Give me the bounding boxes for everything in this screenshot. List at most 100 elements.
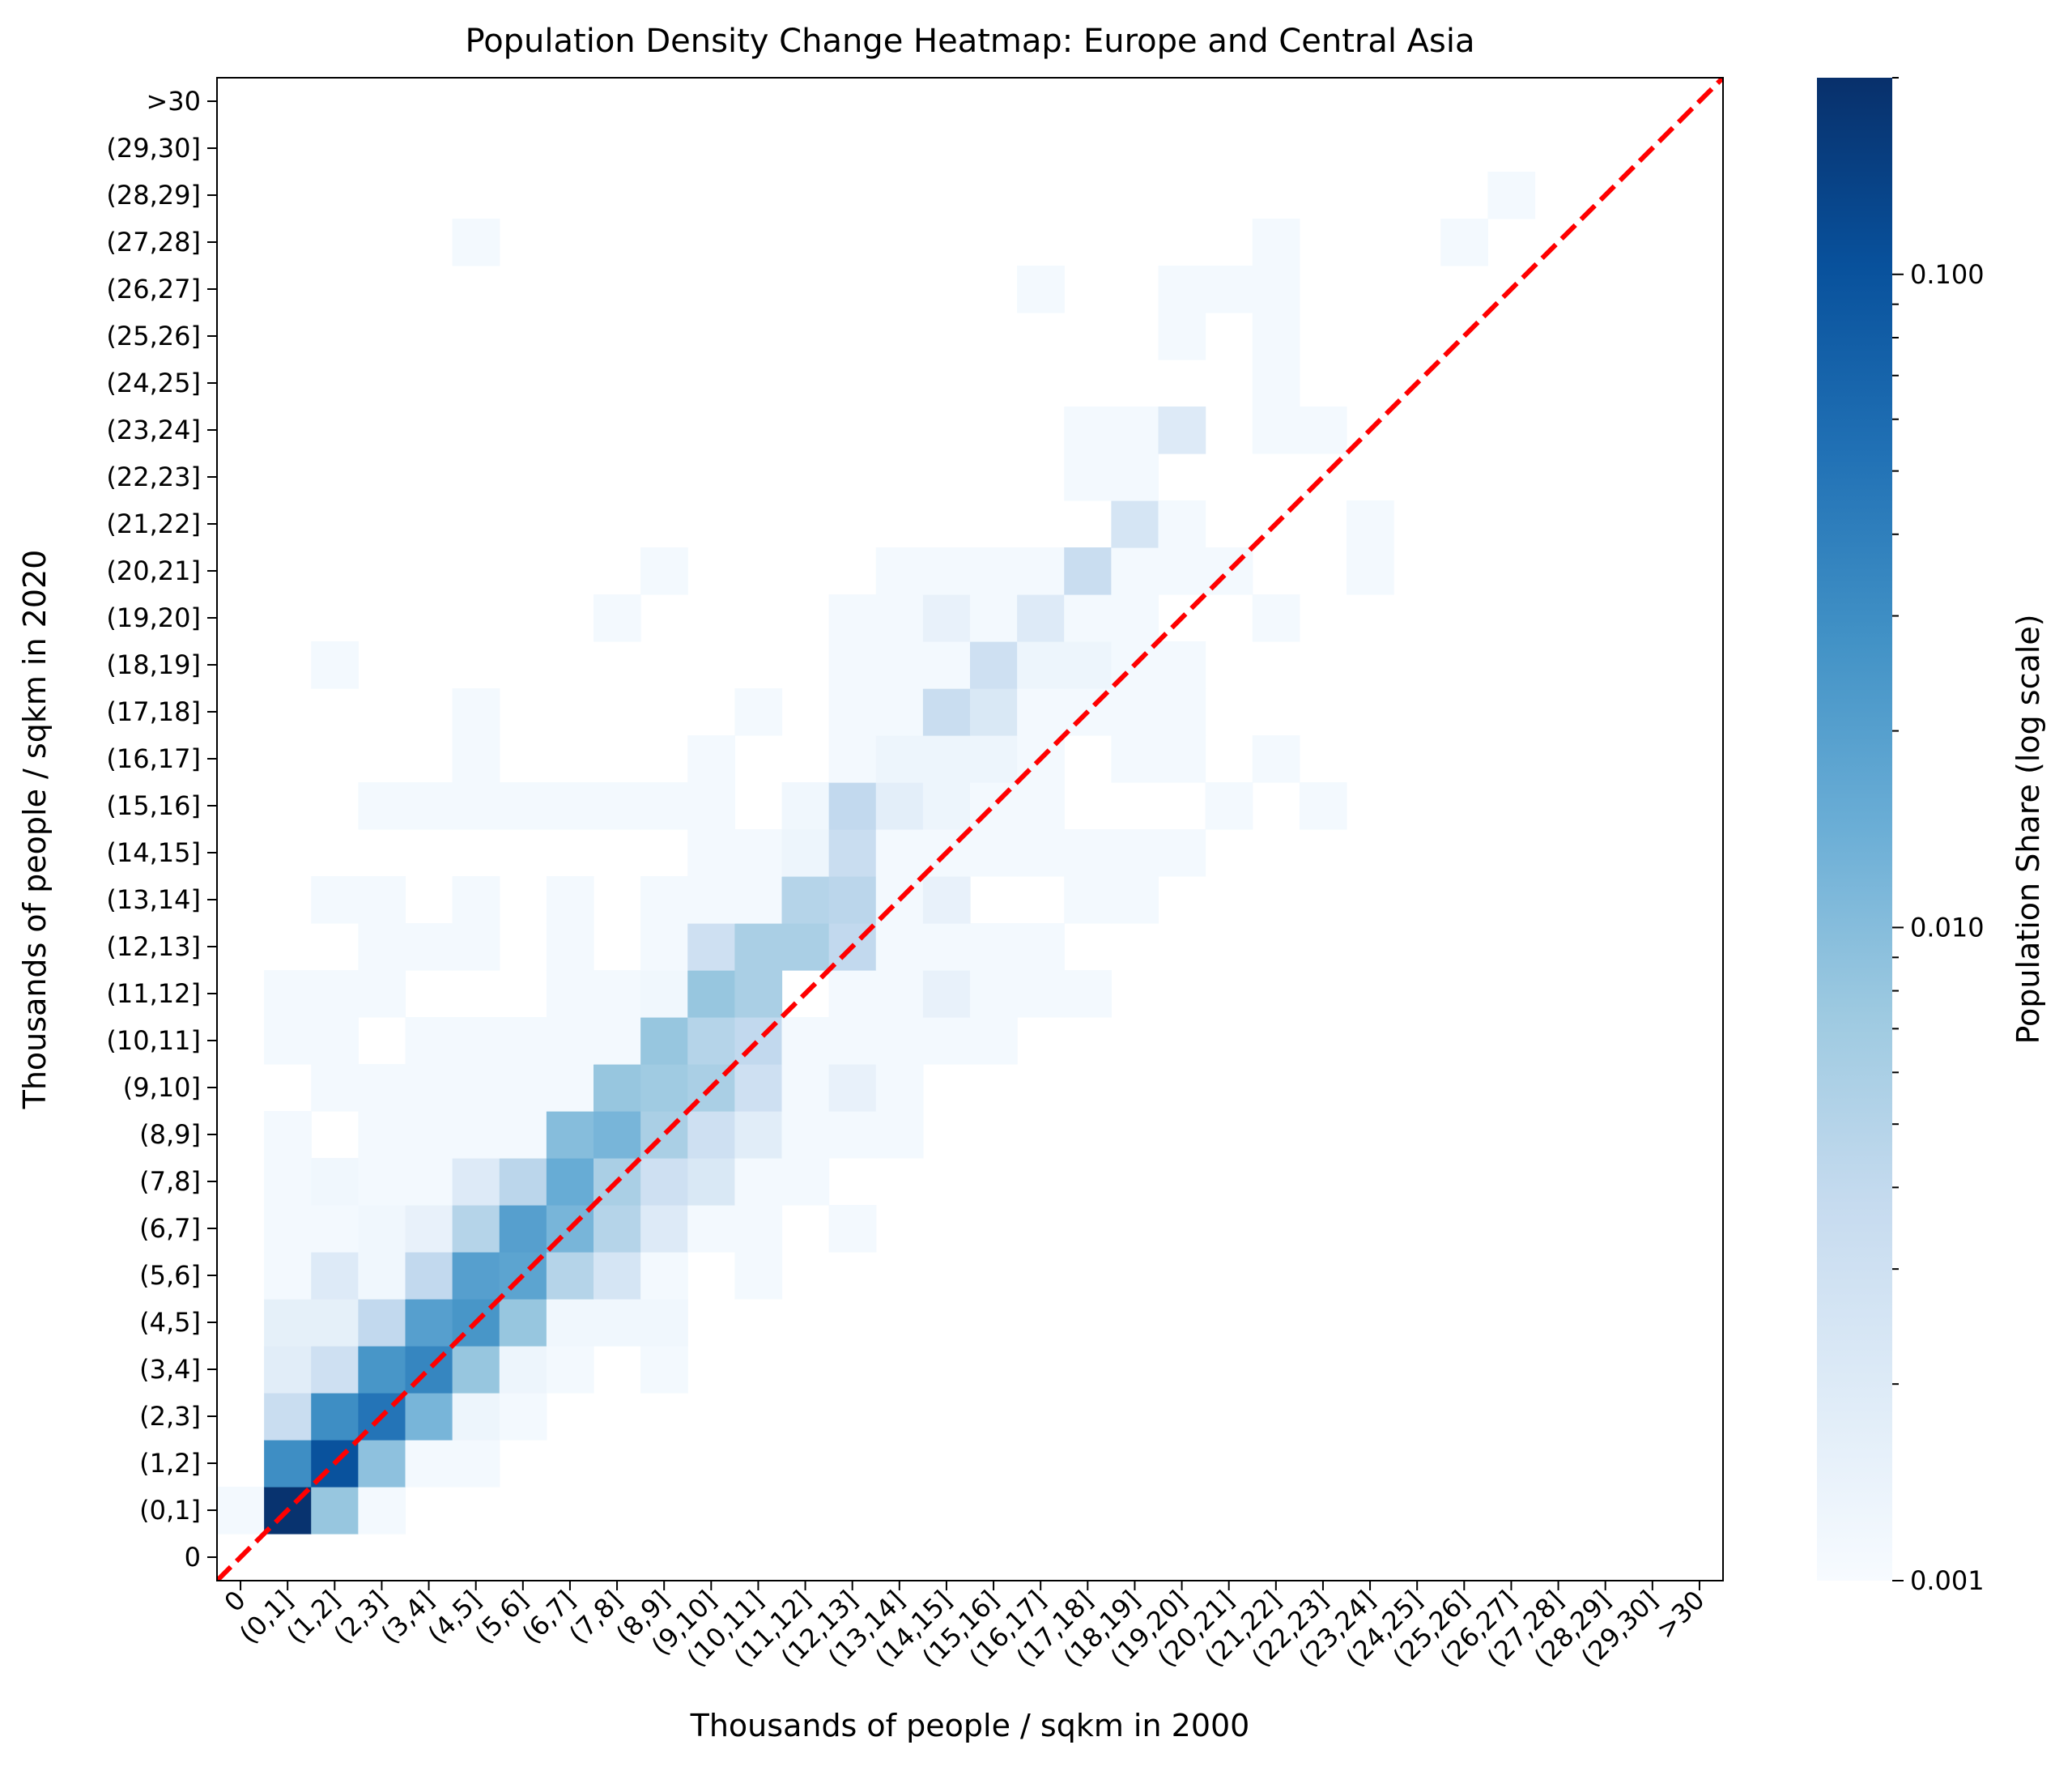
- heatmap-cell: [452, 1346, 500, 1394]
- heatmap-cell: [781, 1064, 830, 1112]
- y-tick-label: (18,19]: [106, 649, 201, 680]
- heatmap-cell: [358, 1158, 406, 1206]
- heatmap-cell: [922, 782, 971, 830]
- heatmap-cell: [594, 1205, 641, 1253]
- heatmap-cell: [1111, 876, 1159, 924]
- heatmap-cell: [1064, 876, 1112, 924]
- y-tick-label: (2,3]: [139, 1401, 201, 1432]
- heatmap-cell: [687, 1111, 735, 1159]
- heatmap-cell: [1064, 641, 1112, 689]
- heatmap-cell: [1017, 829, 1065, 877]
- heatmap-cell: [640, 876, 688, 924]
- heatmap-cell: [405, 1252, 453, 1300]
- heatmap-cell: [217, 1487, 265, 1535]
- heatmap-cell: [499, 782, 547, 830]
- heatmap-cell: [499, 1299, 547, 1347]
- y-tick-label: (19,20]: [106, 602, 201, 633]
- heatmap-cell: [546, 1252, 594, 1300]
- y-tick-label: (20,21]: [106, 555, 201, 586]
- y-tick-label: (14,15]: [106, 837, 201, 868]
- heatmap-cell: [311, 1393, 359, 1441]
- heatmap-cell: [405, 1440, 453, 1488]
- colorbar: [1817, 78, 1892, 1581]
- heatmap-cell: [687, 970, 735, 1018]
- heatmap-cell: [640, 923, 688, 971]
- heatmap-cell: [922, 970, 971, 1018]
- heatmap-cell: [734, 688, 783, 736]
- plot-frame: [216, 77, 1724, 1581]
- y-tick-label: (5,6]: [139, 1260, 201, 1291]
- heatmap-cell: [875, 782, 924, 830]
- heatmap-cell: [311, 1064, 359, 1112]
- heatmap-cell: [781, 829, 830, 877]
- y-tick-label: (9,10]: [123, 1072, 201, 1103]
- y-tick-label: (28,29]: [106, 180, 201, 211]
- heatmap-cell: [734, 1205, 783, 1253]
- heatmap-cell: [452, 1393, 500, 1441]
- heatmap-cell: [358, 876, 406, 924]
- heatmap-cell: [264, 1299, 312, 1347]
- heatmap-cell: [828, 1111, 877, 1159]
- y-tick-label: (4,5]: [139, 1307, 201, 1338]
- heatmap-cell: [1347, 547, 1394, 595]
- colorbar-tick-label: 0.001: [1910, 1565, 1985, 1596]
- heatmap-cell: [875, 1064, 924, 1112]
- heatmap-cell: [546, 1111, 594, 1159]
- y-tick-label: (21,22]: [106, 509, 201, 539]
- heatmap-cell: [452, 1111, 500, 1159]
- heatmap-cell: [1158, 313, 1206, 360]
- heatmap-cell: [264, 1393, 312, 1441]
- heatmap-cell: [734, 876, 783, 924]
- heatmap-cell: [828, 1017, 877, 1065]
- heatmap-cell: [594, 1064, 641, 1112]
- heatmap-cell: [311, 1205, 359, 1253]
- heatmap-cell: [970, 641, 1018, 689]
- heatmap-cell: [358, 1064, 406, 1112]
- heatmap-cell: [828, 1064, 877, 1112]
- heatmap-cell: [1487, 172, 1536, 219]
- heatmap-cell: [594, 1252, 641, 1300]
- heatmap-cell: [922, 641, 971, 689]
- heatmap-cell: [1111, 594, 1159, 642]
- y-tick-label: (13,14]: [106, 884, 201, 915]
- heatmap-cell: [875, 735, 924, 783]
- heatmap-cell: [1252, 219, 1300, 266]
- heatmap-cell: [1299, 407, 1347, 454]
- heatmap-cell: [640, 1346, 688, 1394]
- heatmap-cell: [970, 547, 1018, 595]
- colorbar-label: Population Share (log scale): [2010, 614, 2046, 1044]
- y-tick-label: (11,12]: [106, 978, 201, 1009]
- heatmap-cell: [1252, 266, 1300, 313]
- heatmap-cell: [687, 1205, 735, 1253]
- x-tick-label: (4,5]: [422, 1585, 487, 1650]
- heatmap-cell: [1017, 923, 1065, 971]
- heatmap-cell: [640, 970, 688, 1018]
- heatmap-cell: [734, 1064, 783, 1112]
- heatmap-cell: [452, 1440, 500, 1488]
- x-tick-label: (1,2]: [280, 1585, 346, 1650]
- heatmap-cell: [499, 1017, 547, 1065]
- heatmap-cell: [452, 1252, 500, 1300]
- heatmap-cell: [640, 1017, 688, 1065]
- heatmap-cell: [452, 923, 500, 971]
- heatmap-cell: [358, 1346, 406, 1394]
- y-tick-label: (16,17]: [106, 743, 201, 774]
- heatmap-cell: [311, 1487, 359, 1535]
- heatmap-cell: [311, 1299, 359, 1347]
- heatmap-cell: [358, 1111, 406, 1159]
- heatmap-cell: [1111, 547, 1159, 595]
- heatmap-cell: [1017, 688, 1065, 736]
- heatmap-cell: [1017, 594, 1065, 642]
- heatmap-cell: [452, 1064, 500, 1112]
- heatmap-cell: [970, 688, 1018, 736]
- heatmap-cell: [452, 219, 500, 266]
- heatmap-cell: [499, 1158, 547, 1206]
- heatmap-cell: [687, 876, 735, 924]
- heatmap-cell: [499, 1064, 547, 1112]
- y-tick-label: >30: [146, 86, 201, 117]
- heatmap-cell: [970, 923, 1018, 971]
- y-tick-label: (8,9]: [139, 1119, 201, 1150]
- heatmap-cell: [452, 1017, 500, 1065]
- heatmap-cell: [687, 829, 735, 877]
- heatmap-cell: [875, 1017, 924, 1065]
